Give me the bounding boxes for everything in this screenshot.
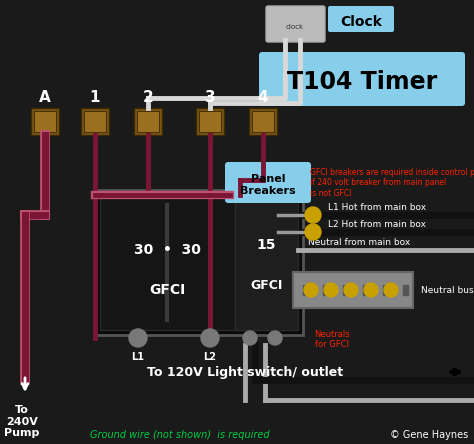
- FancyBboxPatch shape: [259, 52, 465, 106]
- Circle shape: [324, 283, 338, 297]
- Text: 3: 3: [205, 90, 215, 104]
- Text: 30  •  30: 30 • 30: [134, 243, 201, 257]
- Text: 1: 1: [90, 90, 100, 104]
- Circle shape: [384, 283, 398, 297]
- Circle shape: [344, 283, 358, 297]
- Bar: [235, 195, 298, 330]
- Text: L2: L2: [203, 352, 217, 362]
- Text: GFCI breakers are required inside control panel
if 240 volt breaker from main pa: GFCI breakers are required inside contro…: [310, 168, 474, 198]
- Text: A: A: [39, 90, 51, 104]
- Bar: [81, 108, 109, 135]
- Bar: [199, 111, 221, 132]
- Text: L1: L1: [131, 352, 145, 362]
- Bar: [323, 285, 328, 295]
- Bar: [249, 108, 277, 135]
- Bar: [134, 108, 162, 135]
- Text: Ground wire (not shown)  is required: Ground wire (not shown) is required: [90, 430, 270, 440]
- Text: clock: clock: [286, 24, 304, 30]
- Text: GFCI: GFCI: [149, 283, 186, 297]
- Bar: [34, 111, 56, 132]
- Text: Neutral from main box: Neutral from main box: [308, 238, 410, 247]
- Circle shape: [243, 331, 257, 345]
- Bar: [403, 285, 408, 295]
- Bar: [363, 285, 368, 295]
- Text: Panel
Breakers: Panel Breakers: [240, 174, 296, 196]
- Text: Clock: Clock: [340, 15, 382, 29]
- FancyBboxPatch shape: [328, 6, 394, 32]
- Text: T104 Timer: T104 Timer: [287, 70, 437, 94]
- Text: 4: 4: [258, 90, 268, 104]
- Circle shape: [268, 331, 282, 345]
- Text: L2 Hot from main box: L2 Hot from main box: [328, 220, 426, 229]
- Text: 15: 15: [257, 238, 276, 252]
- Bar: [293, 272, 413, 308]
- Text: To
240V
Pump: To 240V Pump: [4, 405, 40, 438]
- Text: L1 Hot from main box: L1 Hot from main box: [328, 203, 426, 212]
- Bar: [252, 111, 274, 132]
- Bar: [343, 285, 348, 295]
- Text: GFCI: GFCI: [250, 278, 283, 292]
- Bar: [303, 285, 308, 295]
- Circle shape: [364, 283, 378, 297]
- Bar: [31, 108, 59, 135]
- Circle shape: [304, 283, 318, 297]
- Bar: [196, 108, 224, 135]
- Bar: [95, 190, 303, 335]
- Bar: [137, 111, 159, 132]
- Text: To 120V Light switch/ outlet: To 120V Light switch/ outlet: [147, 365, 343, 378]
- Circle shape: [305, 224, 321, 240]
- FancyBboxPatch shape: [266, 6, 325, 42]
- Bar: [84, 111, 106, 132]
- Bar: [383, 285, 388, 295]
- Text: Neutral busbar: Neutral busbar: [421, 285, 474, 294]
- Circle shape: [305, 207, 321, 223]
- Text: Neutrals
for GFCI: Neutrals for GFCI: [314, 330, 350, 349]
- Text: © Gene Haynes: © Gene Haynes: [390, 430, 468, 440]
- Bar: [100, 195, 235, 330]
- Circle shape: [129, 329, 147, 347]
- Text: 2: 2: [143, 90, 154, 104]
- Circle shape: [201, 329, 219, 347]
- FancyBboxPatch shape: [225, 162, 311, 203]
